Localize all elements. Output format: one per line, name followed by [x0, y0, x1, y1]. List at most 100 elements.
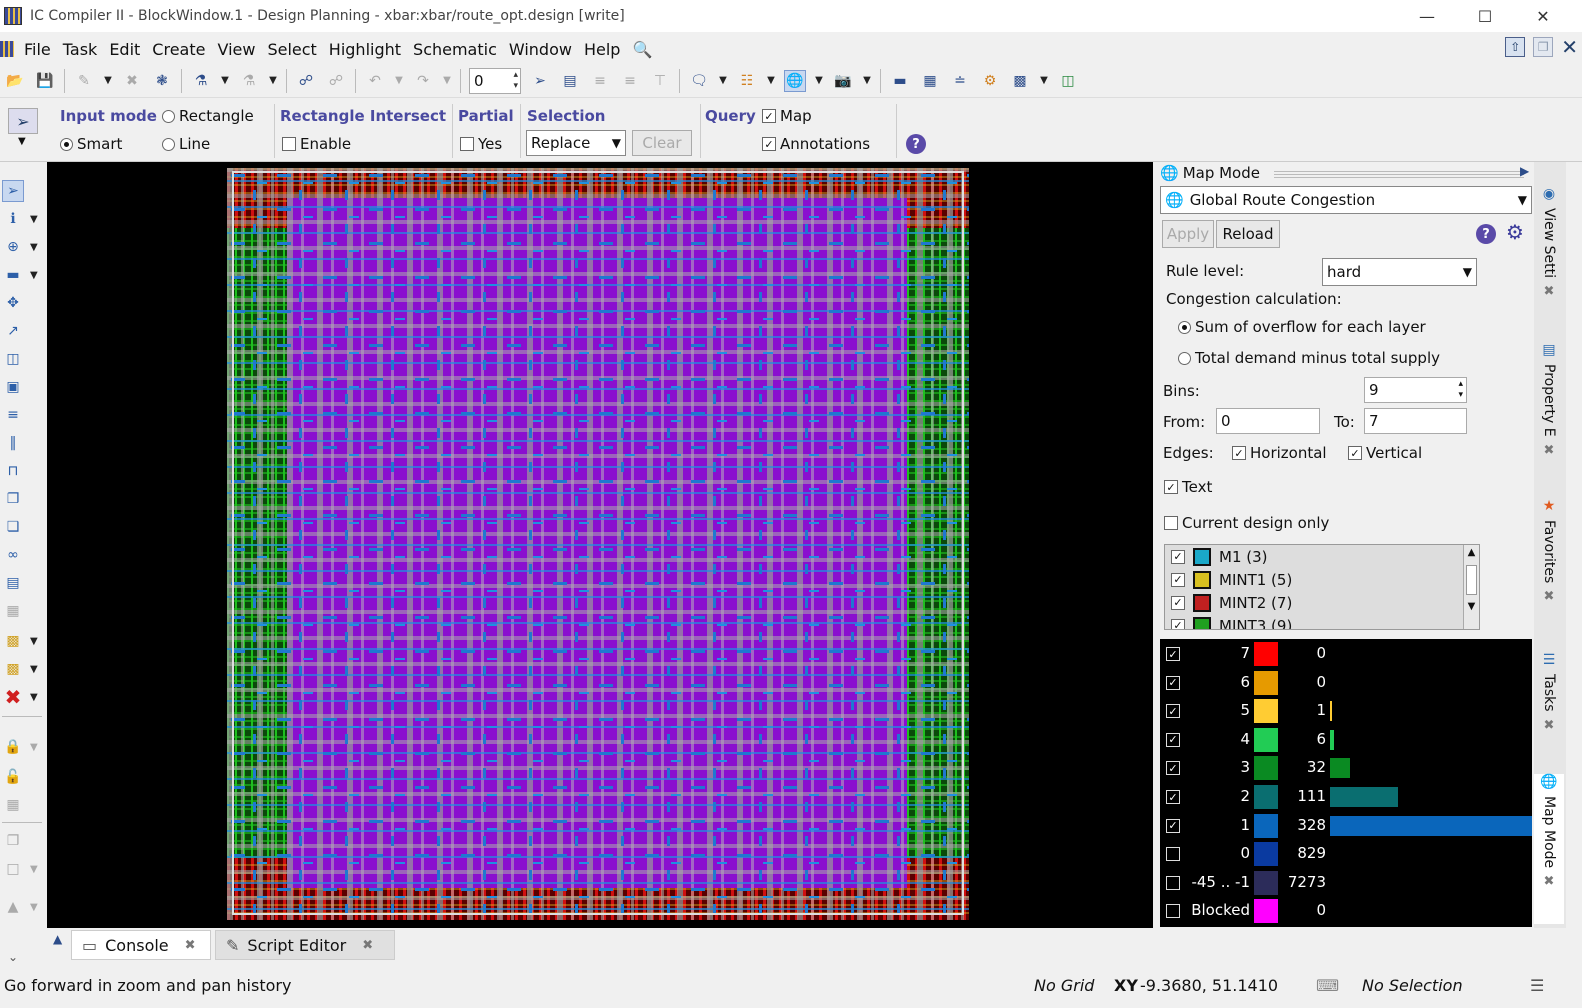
align-top-icon[interactable]: ⊤	[653, 72, 667, 89]
checkbox-icon[interactable]: ✓	[1166, 761, 1180, 776]
current-design-only-checkbox[interactable]: Current design only	[1164, 514, 1329, 532]
maximize-button[interactable]: ☐	[1477, 6, 1493, 26]
dropdown-arrow-icon[interactable]: ▼	[104, 75, 112, 86]
dropdown-arrow-icon[interactable]: ▼	[719, 75, 727, 86]
input-mode-line[interactable]: Line	[162, 135, 210, 153]
checkbox-icon[interactable]: ✓	[1166, 647, 1180, 661]
placement-icon[interactable]: ▩	[6, 661, 20, 677]
input-mode-rectangle[interactable]: Rectangle	[162, 107, 254, 125]
menu-edit[interactable]: Edit	[109, 39, 141, 59]
dropdown-arrow-icon[interactable]: ▼	[30, 664, 38, 675]
selection-filter-icon[interactable]: ⌨	[1316, 976, 1340, 995]
layer-list[interactable]: ✓ M1 (3) ✓ MINT1 (5) ✓ MINT2 (7) ✓ MINT3 (9) ▲ ▼	[1164, 544, 1480, 630]
input-mode-smart[interactable]: Smart	[60, 135, 122, 153]
to-input[interactable]: 7	[1364, 408, 1467, 434]
dropdown-arrow-icon[interactable]: ▼	[767, 75, 775, 86]
checkbox-icon[interactable]: ✓	[1166, 704, 1180, 719]
dropdown-arrow-icon[interactable]: ▼	[30, 636, 38, 647]
link-icon[interactable]: ☍	[298, 72, 314, 89]
checkbox-icon[interactable]	[1166, 904, 1180, 919]
duplicate-icon[interactable]: ❏	[6, 519, 20, 535]
open-icon[interactable]: 📂	[6, 72, 24, 89]
help-icon[interactable]: ?	[1476, 224, 1496, 244]
float-window-icon[interactable]: ⇧	[1505, 37, 1526, 57]
net-tool2-icon[interactable]: ⚗	[242, 72, 256, 89]
rect-icon[interactable]: □	[6, 861, 20, 877]
spread-icon[interactable]: ‖	[9, 435, 17, 451]
checkbox-icon[interactable]: ✓	[1171, 595, 1185, 610]
checkbox-icon[interactable]: ✓	[1166, 732, 1180, 747]
timing-icon[interactable]: ⚙	[983, 72, 997, 89]
map-mode-toggle-icon[interactable]: 🌐	[784, 69, 806, 92]
cut-icon[interactable]: ▣	[6, 379, 20, 395]
close-icon[interactable]: ✖	[1543, 442, 1555, 458]
close-icon[interactable]: ✖	[362, 937, 374, 953]
reload-button[interactable]: Reload	[1216, 220, 1280, 248]
dropdown-arrow-icon[interactable]: ▼	[221, 75, 229, 86]
layer-row[interactable]: ✓ MINT3 (9)	[1165, 614, 1479, 629]
side-tab[interactable]: ▤ Property E ✖	[1534, 342, 1564, 458]
redo-icon[interactable]: ↷	[417, 72, 429, 89]
expand-console-icon[interactable]: ▲	[53, 932, 63, 946]
hierarchy-icon[interactable]: ☷	[740, 72, 754, 89]
checkbox-icon[interactable]: ✓	[1166, 790, 1180, 804]
split-icon[interactable]: ◫	[6, 351, 20, 367]
side-tab[interactable]: ★ Favorites ✖	[1534, 498, 1564, 604]
dropdown-arrow-icon[interactable]: ▼	[443, 75, 451, 86]
app-menu-icon[interactable]	[0, 41, 14, 57]
layout-icon[interactable]: ▤	[563, 72, 577, 89]
search-icon[interactable]: 🔍	[632, 39, 653, 59]
query-annotations[interactable]: ✓ Annotations	[762, 135, 870, 153]
message-icon[interactable]: 🗨	[690, 72, 708, 89]
close-icon[interactable]: ✖	[184, 937, 196, 953]
side-tab[interactable]: 🌐 Map Mode ✖	[1534, 774, 1564, 924]
menu-window[interactable]: Window	[508, 39, 572, 59]
calc-total-demand[interactable]: Total demand minus total supply	[1178, 349, 1440, 367]
layer-row[interactable]: ✓ M1 (3)	[1165, 545, 1479, 568]
dropdown-arrow-icon[interactable]: ▼	[815, 75, 823, 86]
route-analysis-icon[interactable]: ≐	[954, 72, 966, 89]
gear-icon[interactable]: ⚙	[1506, 220, 1524, 244]
zoom-icon[interactable]: ⊕	[7, 239, 19, 255]
side-tab[interactable]: ◉ View Setti ✖	[1534, 186, 1564, 299]
close-button[interactable]: ✕	[1536, 6, 1550, 26]
close-icon[interactable]: ✖	[1543, 589, 1555, 605]
cell-icon[interactable]: ▬	[893, 72, 907, 89]
distribute-icon[interactable]: ▤	[6, 575, 20, 591]
menu-view[interactable]: View	[217, 39, 256, 59]
move-icon[interactable]: ✥	[7, 295, 19, 311]
layer-list-scrollbar[interactable]: ▲ ▼	[1463, 545, 1479, 629]
apply-button[interactable]: Apply	[1162, 220, 1214, 248]
camera-icon[interactable]: 📷	[834, 72, 852, 89]
dropdown-arrow-icon[interactable]: ▼	[863, 75, 871, 86]
checkbox-icon[interactable]	[1166, 875, 1180, 890]
spinner-arrows-icon[interactable]: ▴ ▾	[1458, 379, 1463, 400]
dropdown-arrow-icon[interactable]: ▼	[1040, 75, 1048, 86]
grid-view-icon[interactable]: ▦	[923, 72, 937, 89]
copy-icon[interactable]: ❐	[6, 491, 20, 507]
edit-tool-icon[interactable]: ✎	[78, 72, 90, 89]
status-list-icon[interactable]: ☰	[1530, 976, 1545, 995]
pointer-tool-icon[interactable]: ➢	[534, 72, 546, 89]
edges-vertical[interactable]: ✓ Vertical	[1348, 444, 1422, 462]
menu-help[interactable]: Help	[583, 39, 621, 59]
checkbox-icon[interactable]	[1166, 847, 1180, 862]
rule-level-select[interactable]: hard ▼	[1322, 258, 1477, 286]
save-icon[interactable]: 💾	[36, 72, 54, 89]
dropdown-arrow-icon[interactable]: ▼	[30, 214, 38, 225]
compare-icon[interactable]: ◫	[1061, 72, 1075, 89]
menu-schematic[interactable]: Schematic	[413, 39, 497, 59]
align-icon[interactable]: ≡	[7, 407, 19, 423]
checkbox-icon[interactable]: ✓	[1166, 818, 1180, 833]
minimize-button[interactable]: —	[1419, 6, 1435, 26]
layer-row[interactable]: ✓ MINT2 (7)	[1165, 591, 1479, 614]
bins-input[interactable]: 9 ▴ ▾	[1364, 377, 1467, 403]
text-checkbox[interactable]: ✓ Text	[1164, 478, 1212, 496]
spin-input[interactable]: 0	[469, 67, 521, 94]
map-type-select[interactable]: 🌐 Global Route Congestion ▼	[1160, 186, 1532, 214]
panel-expand-icon[interactable]: ▶	[1520, 164, 1530, 178]
select-pointer-icon[interactable]: ➢	[2, 180, 24, 202]
panel-grip[interactable]	[1274, 170, 1524, 178]
checkbox-icon[interactable]: ✓	[1171, 618, 1185, 629]
edges-horizontal[interactable]: ✓ Horizontal	[1232, 444, 1327, 462]
